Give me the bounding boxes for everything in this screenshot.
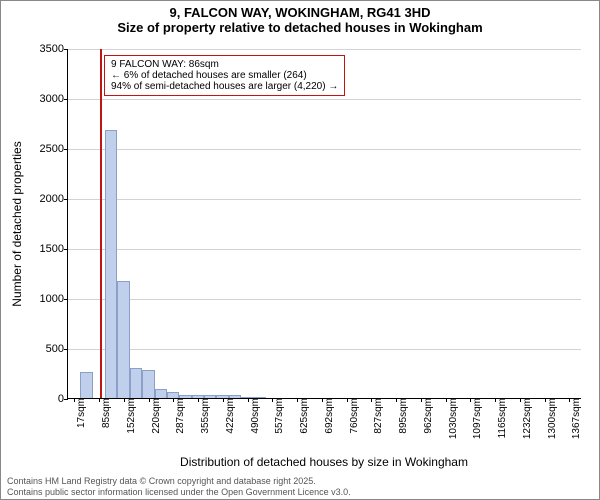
y-gridline <box>68 149 581 150</box>
x-tick-label: 490sqm <box>248 398 261 434</box>
x-tick-label: 17sqm <box>74 398 87 428</box>
y-gridline <box>68 349 581 350</box>
x-tick-label: 895sqm <box>396 398 409 434</box>
x-tick-label: 1165sqm <box>495 398 508 438</box>
y-axis-title: Number of detached properties <box>10 141 24 306</box>
histogram-bar <box>155 389 167 398</box>
x-tick-label: 1300sqm <box>545 398 558 439</box>
x-tick-label: 1367sqm <box>569 398 582 439</box>
histogram-bar <box>80 372 92 398</box>
x-tick-label: 1232sqm <box>520 398 533 439</box>
histogram-bar <box>117 281 129 398</box>
reference-line <box>100 49 102 398</box>
x-tick-label: 557sqm <box>272 398 285 434</box>
x-tick-label: 287sqm <box>173 398 186 434</box>
histogram-bar <box>130 368 142 398</box>
x-tick-label: 962sqm <box>421 398 434 434</box>
y-tick-label: 500 <box>46 343 68 355</box>
histogram-bar <box>142 370 154 398</box>
chart-container: 9, FALCON WAY, WOKINGHAM, RG41 3HD Size … <box>0 0 600 500</box>
x-tick-label: 1097sqm <box>470 398 483 439</box>
x-tick-label: 152sqm <box>124 398 137 434</box>
chart-title-block: 9, FALCON WAY, WOKINGHAM, RG41 3HD Size … <box>1 1 599 36</box>
annotation-box: 9 FALCON WAY: 86sqm← 6% of detached hous… <box>104 55 345 96</box>
y-tick-label: 2000 <box>40 193 68 205</box>
y-gridline <box>68 199 581 200</box>
x-tick-label: 220sqm <box>149 398 162 434</box>
y-gridline <box>68 49 581 50</box>
y-gridline <box>68 299 581 300</box>
chart-title-line2: Size of property relative to detached ho… <box>1 21 599 36</box>
y-gridline <box>68 249 581 250</box>
annotation-line: ← 6% of detached houses are smaller (264… <box>111 70 338 81</box>
x-tick-label: 422sqm <box>223 398 236 434</box>
x-tick-label: 760sqm <box>347 398 360 434</box>
plot-area: 05001000150020002500300035009 FALCON WAY… <box>67 49 581 399</box>
chart-title-line1: 9, FALCON WAY, WOKINGHAM, RG41 3HD <box>1 6 599 21</box>
annotation-line: 94% of semi-detached houses are larger (… <box>111 81 338 92</box>
y-tick-label: 3500 <box>40 43 68 55</box>
footer-line2: Contains public sector information licen… <box>7 487 351 497</box>
x-tick-label: 355sqm <box>198 398 211 434</box>
annotation-line: 9 FALCON WAY: 86sqm <box>111 59 338 70</box>
y-tick-label: 1000 <box>40 293 68 305</box>
x-tick-label: 625sqm <box>297 398 310 434</box>
x-tick-label: 827sqm <box>371 398 384 434</box>
x-tick-label: 1030sqm <box>446 398 459 439</box>
y-tick-label: 2500 <box>40 143 68 155</box>
y-tick-label: 3000 <box>40 93 68 105</box>
footer-attribution: Contains HM Land Registry data © Crown c… <box>7 476 351 497</box>
x-axis-title: Distribution of detached houses by size … <box>180 455 468 469</box>
x-tick-label: 85sqm <box>99 398 112 428</box>
y-tick-label: 0 <box>58 393 68 405</box>
y-gridline <box>68 99 581 100</box>
x-tick-label: 692sqm <box>322 398 335 434</box>
footer-line1: Contains HM Land Registry data © Crown c… <box>7 476 351 486</box>
histogram-bar <box>105 130 117 398</box>
y-tick-label: 1500 <box>40 243 68 255</box>
